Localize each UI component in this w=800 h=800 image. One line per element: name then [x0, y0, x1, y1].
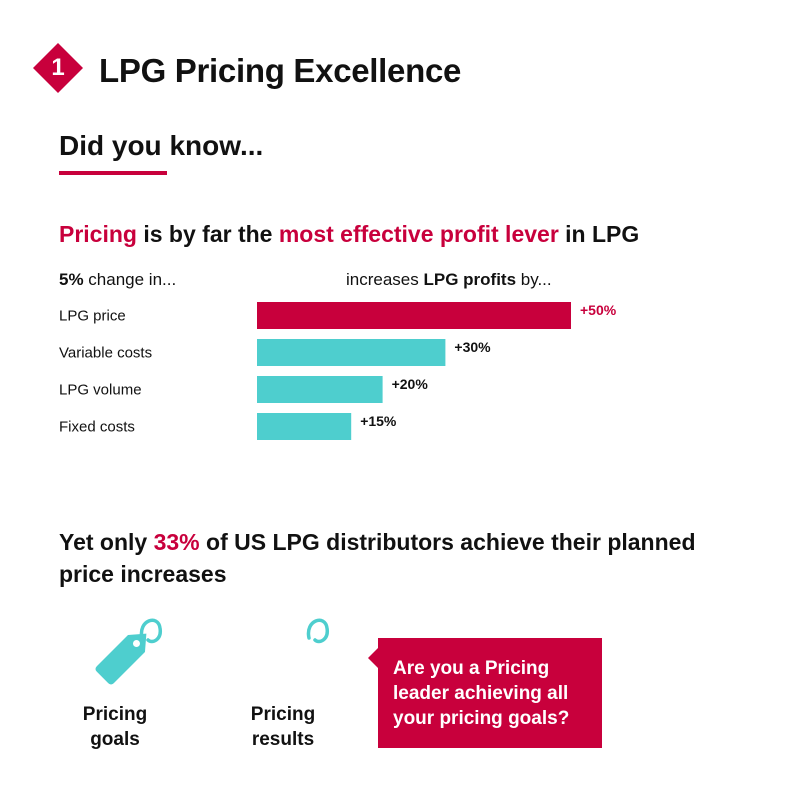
headline-lever: most effective profit lever [278, 221, 559, 247]
data-label: +50% [580, 302, 617, 318]
column-header-left-bold: 5% [59, 270, 84, 289]
column-header-left-text: change in... [83, 270, 177, 289]
section-heading: Did you know... [59, 130, 264, 161]
column-header-left: 5% change in... [59, 270, 176, 290]
callout-box [368, 638, 602, 748]
column-header-right-pre: increases [346, 270, 424, 289]
category-label: Variable costs [59, 345, 152, 362]
number-badge-text: 1 [51, 54, 65, 81]
stat-highlight: 33% [153, 529, 200, 555]
price-tag-icon [95, 618, 162, 685]
tag-label-results-line2: results [251, 729, 315, 750]
bar [257, 339, 446, 366]
headline-text-2: in LPG [558, 221, 640, 247]
data-label: +20% [392, 376, 429, 392]
price-tag-partial-icon [299, 618, 329, 648]
tag-label-results-line1: Pricing [250, 704, 316, 725]
headline-text-1: is by far the [136, 221, 279, 247]
column-header-right: increases LPG profits by... [346, 270, 552, 290]
chart-headline: Pricing is by far the most effective pro… [59, 221, 639, 248]
heading-underline [59, 171, 167, 175]
category-label: LPG volume [59, 382, 142, 399]
data-label: +15% [360, 413, 397, 429]
data-label: +30% [454, 339, 491, 355]
callout-text: Are you a Pricing leader achieving all y… [393, 658, 570, 729]
bar [257, 376, 383, 403]
headline-pricing: Pricing [59, 221, 137, 247]
category-label: LPG price [59, 308, 126, 325]
column-header-right-post: by... [516, 270, 552, 289]
tag-label-results: Pricing results [218, 702, 348, 752]
stat-statement: Yet only 33% of US LPG distributors achi… [59, 526, 719, 590]
page-title: LPG Pricing Excellence [99, 52, 462, 89]
stat-text-pre: Yet only [59, 529, 154, 555]
bar [257, 413, 352, 440]
tag-label-goals: Pricing goals [50, 702, 180, 752]
profit-lever-bar-chart: LPG price +50% Variable costs +30% LPG volum… [59, 302, 617, 440]
bar [257, 302, 571, 329]
number-badge [33, 43, 83, 93]
column-header-right-bold: LPG profits [423, 270, 517, 289]
tag-label-goals-line1: Pricing [82, 704, 148, 725]
category-label: Fixed costs [59, 419, 135, 436]
tag-label-goals-line2: goals [90, 729, 140, 750]
stat-text-post: of US LPG distributors achieve their pla… [59, 529, 696, 587]
